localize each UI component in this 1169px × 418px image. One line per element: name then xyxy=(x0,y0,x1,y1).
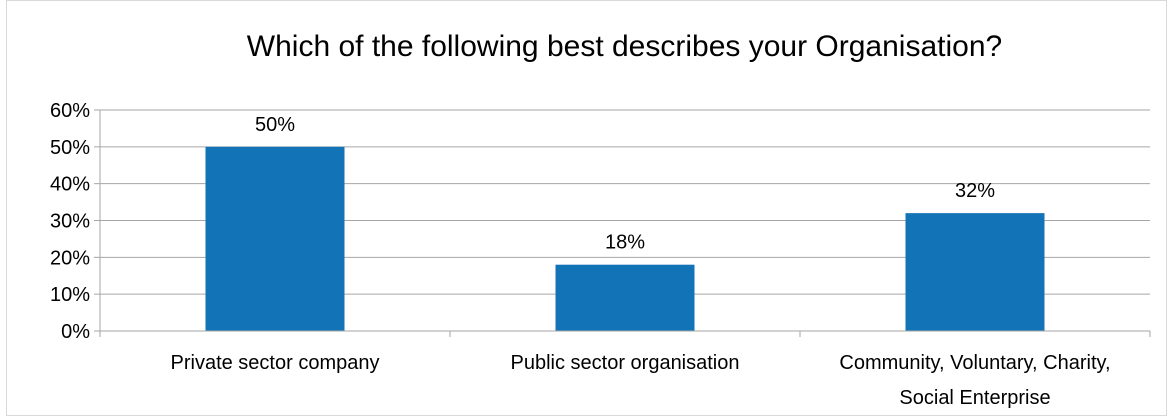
y-tick-label: 10% xyxy=(50,284,90,306)
y-tick-label: 50% xyxy=(50,137,90,159)
data-label: 32% xyxy=(955,180,995,202)
x-category-label: Public sector organisation xyxy=(510,352,739,374)
bar xyxy=(205,146,345,331)
y-tick-label: 0% xyxy=(61,321,90,343)
bar xyxy=(555,264,695,331)
y-tick-label: 40% xyxy=(50,174,90,196)
data-label: 18% xyxy=(605,232,645,254)
y-tick-label: 20% xyxy=(50,247,90,269)
bars xyxy=(205,146,1045,331)
data-labels: 50% 18% 32% xyxy=(255,114,995,254)
axes: 0% 10% 20% 30% 40% 50% 60% Private sector compa… xyxy=(50,100,1151,409)
x-category-label: Community, Voluntary, Charity, xyxy=(839,352,1110,374)
data-label: 50% xyxy=(255,114,295,136)
chart-title: Which of the following best describes yo… xyxy=(246,30,1003,63)
y-tick-label: 60% xyxy=(50,100,90,122)
x-category-label: Private sector company xyxy=(171,352,380,374)
chart-frame xyxy=(6,0,1167,416)
x-category-label: Social Enterprise xyxy=(899,387,1050,409)
bar xyxy=(905,213,1045,331)
y-tick-label: 30% xyxy=(50,211,90,233)
